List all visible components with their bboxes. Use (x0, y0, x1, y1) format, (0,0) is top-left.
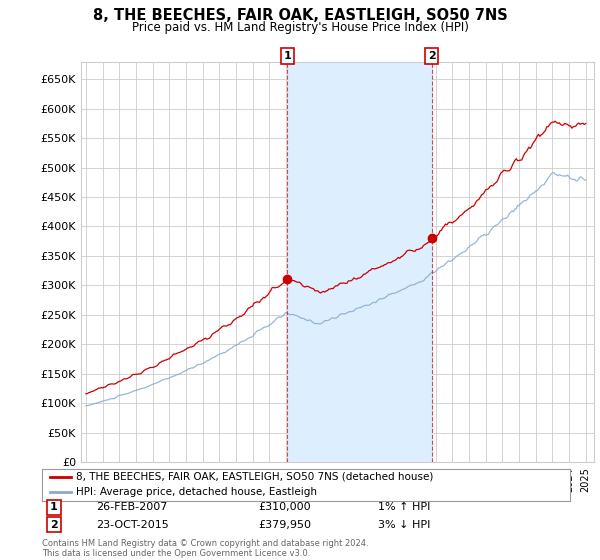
Text: This data is licensed under the Open Government Licence v3.0.: This data is licensed under the Open Gov… (42, 549, 310, 558)
Text: Price paid vs. HM Land Registry's House Price Index (HPI): Price paid vs. HM Land Registry's House … (131, 21, 469, 34)
Text: 1% ↑ HPI: 1% ↑ HPI (378, 502, 430, 512)
Text: HPI: Average price, detached house, Eastleigh: HPI: Average price, detached house, East… (76, 487, 317, 497)
Text: 23-OCT-2015: 23-OCT-2015 (96, 520, 169, 530)
Text: 1: 1 (50, 502, 58, 512)
Text: 2: 2 (50, 520, 58, 530)
Text: 2: 2 (428, 51, 436, 61)
Text: 3% ↓ HPI: 3% ↓ HPI (378, 520, 430, 530)
Text: 8, THE BEECHES, FAIR OAK, EASTLEIGH, SO50 7NS: 8, THE BEECHES, FAIR OAK, EASTLEIGH, SO5… (92, 8, 508, 24)
Text: 1: 1 (283, 51, 291, 61)
Text: 26-FEB-2007: 26-FEB-2007 (96, 502, 167, 512)
Text: £379,950: £379,950 (258, 520, 311, 530)
Text: Contains HM Land Registry data © Crown copyright and database right 2024.: Contains HM Land Registry data © Crown c… (42, 539, 368, 548)
Text: £310,000: £310,000 (258, 502, 311, 512)
Bar (287, 62, 431, 462)
Text: 8, THE BEECHES, FAIR OAK, EASTLEIGH, SO50 7NS (detached house): 8, THE BEECHES, FAIR OAK, EASTLEIGH, SO5… (76, 472, 434, 482)
